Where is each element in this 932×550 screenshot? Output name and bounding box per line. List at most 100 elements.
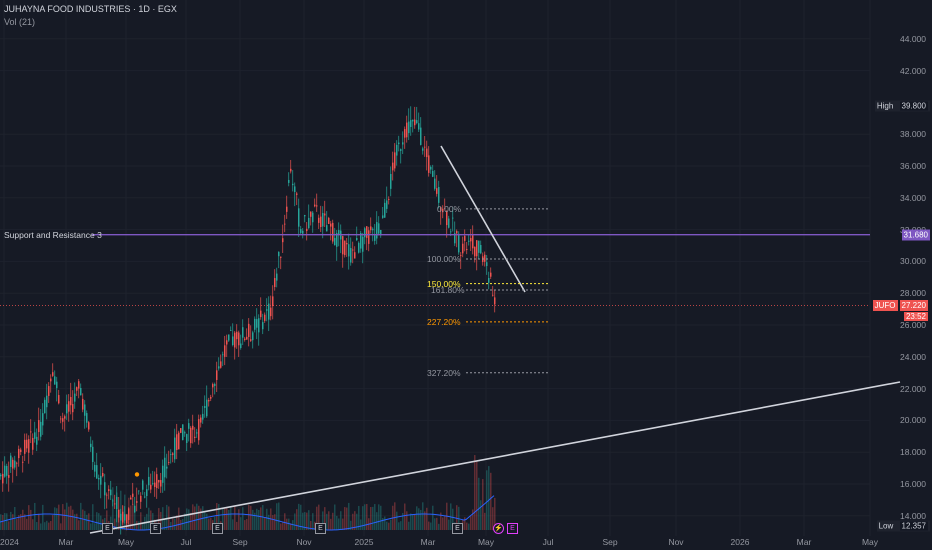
volume-bar — [480, 500, 482, 530]
volume-bar — [298, 503, 300, 530]
volume-bar — [244, 520, 246, 530]
volume-bar — [8, 521, 10, 530]
high-price-tag: High 39.800 — [874, 100, 930, 112]
signal-dot — [134, 472, 140, 477]
volume-bar — [342, 518, 344, 530]
candle-body — [476, 240, 478, 257]
volume-bar — [396, 511, 398, 530]
earnings-event-icon[interactable]: E — [150, 523, 161, 534]
volume-bar — [186, 508, 188, 530]
volume-bar — [248, 504, 250, 530]
volume-bar — [66, 502, 68, 530]
volume-bar — [374, 504, 376, 530]
volume-bar — [62, 504, 64, 530]
candle-body — [154, 482, 156, 487]
candle-body — [158, 479, 160, 483]
volume-bar — [20, 514, 22, 530]
high-value: 39.800 — [899, 101, 928, 111]
candle-body — [288, 179, 290, 183]
candle-body — [466, 248, 468, 250]
candle-body — [14, 460, 16, 468]
candle-body — [300, 229, 302, 233]
low-value: 12.357 — [899, 521, 928, 531]
candle-body — [78, 381, 80, 389]
candle-body — [284, 223, 286, 225]
volume-bar — [92, 504, 94, 530]
candle-body — [406, 122, 408, 138]
volume-bar — [256, 508, 258, 530]
earnings-event-icon[interactable]: E — [102, 523, 113, 534]
volume-bar — [428, 521, 430, 530]
support-resistance-label[interactable]: Support and Resistance 3 — [4, 229, 102, 240]
volume-bar — [204, 510, 206, 530]
low-label: Low — [878, 521, 894, 531]
earnings-event-icon[interactable]: E — [315, 523, 326, 534]
falling-trendline — [440, 145, 526, 293]
volume-bar — [26, 518, 28, 530]
volume-indicator-label[interactable]: Vol (21) — [4, 17, 36, 27]
volume-bar — [280, 523, 282, 530]
candle-body — [22, 461, 24, 463]
volume-bar — [302, 512, 304, 530]
sr-price-tag: 31.680 — [901, 229, 930, 241]
volume-bar — [436, 517, 438, 530]
volume-bar — [452, 508, 454, 530]
volume-bar — [406, 511, 408, 530]
candle-body — [424, 146, 426, 148]
candle-body — [444, 207, 446, 209]
candle-body — [152, 483, 154, 485]
dividend-event-icon[interactable]: ⚡ — [493, 523, 504, 534]
price-axis-label: 14.000 — [900, 510, 926, 521]
candle-body — [234, 332, 236, 348]
time-axis-label: Jul — [180, 537, 192, 547]
volume-bar — [290, 523, 292, 530]
volume-bar — [316, 506, 318, 530]
volume-bar — [230, 506, 232, 530]
volume-bar — [274, 514, 276, 530]
candle-body — [422, 148, 424, 151]
volume-bar — [306, 512, 308, 530]
candle-body — [222, 354, 224, 356]
candle-body — [472, 235, 474, 249]
volume-bar — [400, 521, 402, 530]
volume-bar — [206, 513, 208, 530]
volume-bar — [494, 497, 496, 530]
earnings-event-icon[interactable]: E — [212, 523, 223, 534]
volume-bar — [420, 509, 422, 530]
candle-body — [330, 223, 332, 227]
volume-bar — [242, 507, 244, 530]
candle-body — [342, 236, 344, 255]
time-axis-label: 2025 — [354, 537, 374, 547]
volume-bar — [28, 505, 30, 530]
volume-bar — [114, 518, 116, 530]
candle-body — [176, 434, 178, 451]
candle-body — [326, 225, 328, 232]
volume-bar — [32, 519, 34, 530]
candle-body — [104, 482, 106, 496]
symbol-title[interactable]: JUHAYNA FOOD INDUSTRIES · 1D · EGX — [4, 4, 177, 14]
candle-body — [142, 480, 144, 490]
upcoming-earnings-icon[interactable]: E — [507, 523, 518, 534]
candle-body — [76, 387, 78, 391]
volume-bar — [10, 511, 12, 530]
earnings-event-icon[interactable]: E — [452, 523, 463, 534]
time-axis-label: Nov — [296, 537, 312, 547]
candle-body — [58, 395, 60, 404]
candle-body — [20, 449, 22, 452]
candle-body — [280, 256, 282, 258]
candle-body — [434, 178, 436, 189]
volume-bar — [238, 509, 240, 530]
candle-body — [274, 278, 276, 287]
candle-body — [52, 372, 54, 376]
candle-body — [30, 431, 32, 433]
volume-bar — [348, 502, 350, 530]
volume-bar — [218, 503, 220, 530]
candle-body — [34, 432, 36, 439]
volume-bar — [16, 518, 18, 530]
candle-body — [116, 496, 118, 509]
volume-bar — [294, 513, 296, 530]
volume-bar — [326, 513, 328, 530]
candle-body — [442, 208, 444, 213]
candle-body — [356, 238, 358, 241]
